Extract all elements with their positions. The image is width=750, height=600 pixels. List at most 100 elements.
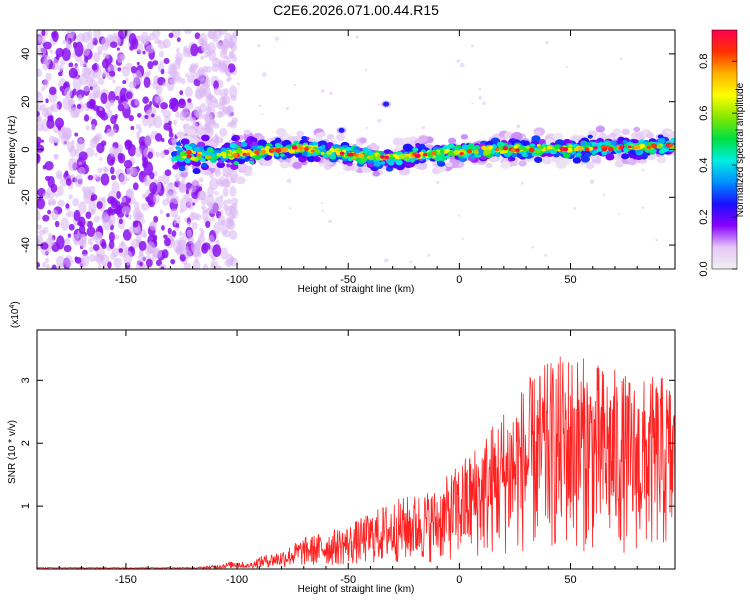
- ridge-blob: [434, 155, 442, 162]
- noise-blob: [40, 86, 46, 92]
- faint-speck: [364, 68, 368, 72]
- noise-blob: [97, 77, 105, 86]
- noise-blob: [205, 220, 211, 229]
- ridge-blob: [208, 155, 212, 159]
- noise-blob: [118, 218, 123, 225]
- noise-blob: [56, 255, 65, 268]
- noise-blob: [74, 256, 78, 262]
- faint-speck: [261, 112, 264, 115]
- noise-blob: [69, 99, 74, 107]
- faint-speck: [471, 102, 474, 105]
- noise-blob: [198, 177, 204, 183]
- faint-speck: [478, 95, 482, 100]
- ridge-blob: [513, 145, 518, 149]
- noise-blob: [107, 214, 116, 226]
- ridge-blob: [227, 153, 232, 157]
- noise-blob: [122, 30, 132, 37]
- ridge-blob: [198, 129, 208, 136]
- ridge-blob: [511, 153, 518, 158]
- ridge-blob: [481, 145, 487, 150]
- colorbar: 0.0 0.2 0.4 0.6 0.8 Normalized spectral ampl…: [698, 29, 746, 277]
- ridge-blob: [461, 144, 469, 150]
- noise-blob: [176, 37, 181, 43]
- noise-blob: [121, 196, 127, 203]
- noise-blob: [210, 260, 216, 267]
- noise-blob: [109, 70, 116, 77]
- faint-speck: [275, 36, 280, 41]
- ridge-blob: [445, 148, 451, 153]
- noise-blob: [199, 227, 204, 232]
- noise-blob: [184, 111, 193, 122]
- faint-speck: [531, 245, 534, 249]
- noise-blob: [195, 62, 199, 69]
- ridge-blob: [657, 137, 666, 144]
- noise-blob: [145, 258, 153, 268]
- ridge-blob: [207, 149, 212, 153]
- spectrogram-panel: -150 -100 -50 0 50 -40 -20 0 20 40 Height of str…: [7, 29, 676, 295]
- snr-frame: [36, 329, 676, 570]
- faint-speck: [573, 206, 576, 210]
- ridge-blob: [459, 151, 464, 156]
- noise-blob: [193, 198, 198, 203]
- ridge-blob: [380, 161, 386, 165]
- noise-blob: [166, 213, 170, 218]
- noise-blob: [49, 237, 55, 247]
- noise-blob: [173, 119, 177, 126]
- noise-blob: [94, 231, 103, 245]
- noise-blob: [213, 80, 219, 90]
- noise-blob: [229, 50, 235, 59]
- noise-blob: [161, 224, 165, 231]
- noise-blob: [120, 240, 125, 247]
- ridge-blob: [186, 154, 192, 159]
- noise-blob: [83, 85, 90, 92]
- noise-blob: [226, 253, 234, 266]
- noise-blob: [147, 61, 154, 70]
- noise-blob: [227, 76, 233, 81]
- noise-blob: [85, 125, 90, 131]
- noise-blob: [93, 135, 100, 143]
- ridge-blob: [366, 150, 373, 155]
- ridge-blob: [230, 163, 239, 170]
- noise-blob: [101, 36, 110, 51]
- noise-blob: [172, 195, 180, 205]
- noise-blob: [125, 77, 129, 82]
- noise-blob: [72, 233, 79, 244]
- noise-blob: [88, 116, 93, 121]
- ridge-blob: [621, 153, 630, 160]
- noise-blob: [201, 243, 209, 254]
- ridge-blob: [270, 148, 276, 152]
- noise-blob: [121, 66, 130, 77]
- noise-blob: [72, 88, 77, 96]
- ridge-blob: [275, 128, 287, 137]
- noise-blob: [193, 106, 203, 118]
- noise-blob: [117, 67, 122, 72]
- ridge-blob: [651, 144, 656, 148]
- ridge-blob: [498, 145, 505, 151]
- y-tick-label: 2: [20, 440, 32, 446]
- faint-speck: [470, 44, 474, 48]
- ridge-blob: [275, 148, 282, 153]
- noise-blob: [125, 189, 133, 198]
- noise-blob: [105, 53, 110, 59]
- spectrogram-x-label: Height of straight line (km): [298, 284, 415, 295]
- noise-blob: [192, 260, 201, 269]
- ridge-blob: [355, 157, 360, 162]
- noise-blob: [73, 209, 81, 222]
- noise-blob: [184, 86, 193, 98]
- snr-multiplier-base: (x10: [10, 308, 21, 328]
- ridge-blob: [203, 170, 212, 176]
- ridge-blob: [398, 154, 406, 159]
- x-tick-label: -150: [115, 574, 137, 586]
- noise-blob: [122, 79, 127, 85]
- noise-blob: [207, 207, 212, 214]
- noise-blob: [106, 128, 114, 137]
- ridge-blob: [474, 149, 479, 153]
- noise-blob: [100, 173, 110, 186]
- faint-speck: [421, 126, 425, 130]
- ridge-blob: [345, 146, 352, 152]
- ridge-blob: [326, 133, 335, 140]
- noise-blob: [92, 244, 100, 251]
- ridge-blob: [639, 158, 647, 164]
- noise-blob: [171, 230, 177, 237]
